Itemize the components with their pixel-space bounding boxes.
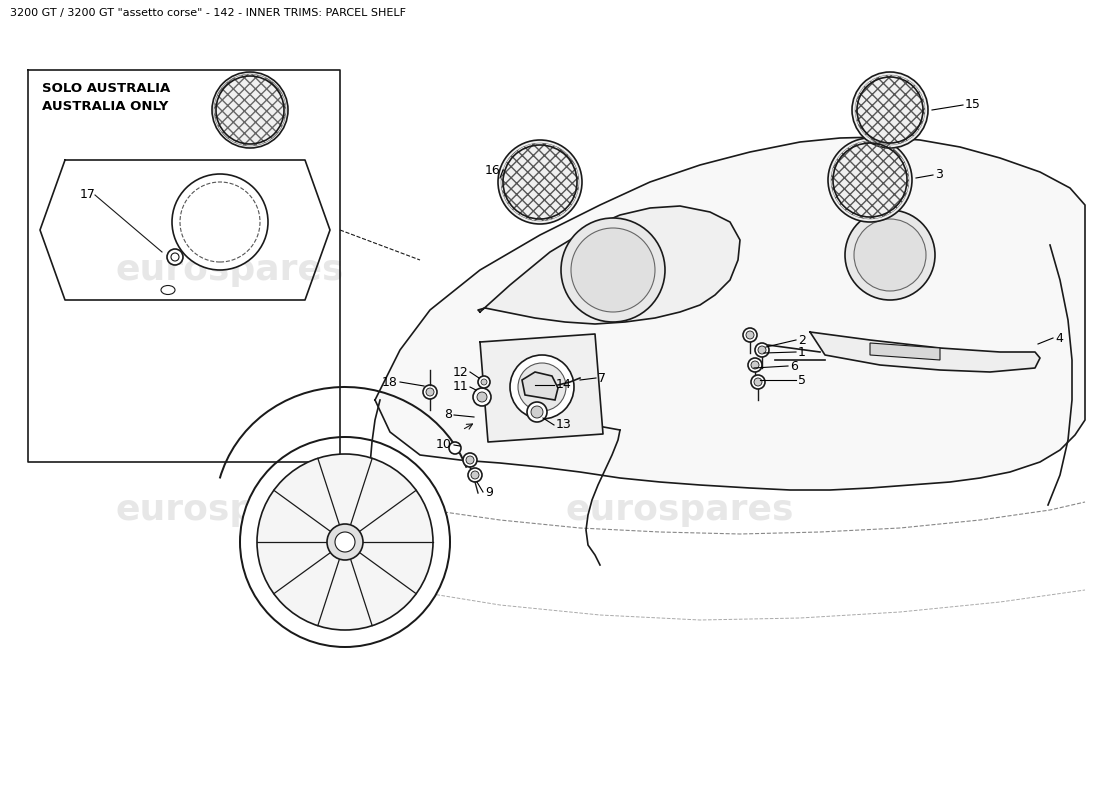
Circle shape (481, 379, 487, 385)
Circle shape (327, 524, 363, 560)
Circle shape (828, 138, 912, 222)
Text: 4: 4 (1055, 331, 1063, 345)
Circle shape (466, 456, 474, 464)
Text: 17: 17 (80, 189, 96, 202)
Circle shape (518, 363, 567, 411)
Circle shape (478, 376, 490, 388)
Circle shape (854, 219, 926, 291)
Circle shape (571, 228, 654, 312)
Circle shape (336, 532, 355, 552)
Text: eurospares: eurospares (116, 493, 344, 527)
Polygon shape (478, 206, 740, 324)
Text: 5: 5 (798, 374, 806, 386)
Circle shape (527, 402, 547, 422)
Polygon shape (810, 332, 1040, 372)
Text: 16: 16 (484, 163, 500, 177)
Text: 13: 13 (556, 418, 572, 431)
Circle shape (424, 385, 437, 399)
Circle shape (746, 331, 754, 339)
Circle shape (257, 454, 433, 630)
Circle shape (754, 378, 762, 386)
Circle shape (240, 437, 450, 647)
Circle shape (468, 468, 482, 482)
Circle shape (758, 346, 766, 354)
Circle shape (751, 375, 764, 389)
Circle shape (845, 210, 935, 300)
Text: 7: 7 (598, 371, 606, 385)
Polygon shape (375, 137, 1085, 490)
Text: eurospares: eurospares (116, 253, 344, 287)
Ellipse shape (161, 286, 175, 294)
Circle shape (172, 174, 268, 270)
Text: 2: 2 (798, 334, 806, 346)
Text: 3200 GT / 3200 GT "assetto corse" - 142 - INNER TRIMS: PARCEL SHELF: 3200 GT / 3200 GT "assetto corse" - 142 … (10, 8, 406, 18)
Text: 15: 15 (965, 98, 981, 111)
Text: 11: 11 (452, 381, 468, 394)
Circle shape (561, 218, 666, 322)
Circle shape (471, 471, 478, 479)
Text: 10: 10 (436, 438, 452, 451)
Text: SOLO AUSTRALIA: SOLO AUSTRALIA (42, 82, 170, 95)
Text: 3: 3 (935, 169, 943, 182)
Circle shape (426, 388, 434, 396)
Polygon shape (870, 343, 940, 360)
Polygon shape (522, 372, 558, 400)
Circle shape (473, 388, 491, 406)
Circle shape (742, 328, 757, 342)
Circle shape (531, 406, 543, 418)
Text: eurospares: eurospares (565, 493, 794, 527)
Text: 8: 8 (444, 409, 452, 422)
Circle shape (212, 72, 288, 148)
Text: 14: 14 (556, 378, 572, 391)
Circle shape (751, 361, 759, 369)
Text: AUSTRALIA ONLY: AUSTRALIA ONLY (42, 100, 168, 113)
Text: 12: 12 (452, 366, 468, 378)
Polygon shape (480, 334, 603, 442)
Circle shape (510, 355, 574, 419)
Circle shape (748, 358, 762, 372)
Circle shape (449, 442, 461, 454)
Circle shape (498, 140, 582, 224)
Circle shape (167, 249, 183, 265)
Text: 1: 1 (798, 346, 806, 358)
Text: 9: 9 (485, 486, 493, 498)
Text: 18: 18 (382, 375, 398, 389)
Circle shape (755, 343, 769, 357)
Circle shape (477, 392, 487, 402)
Circle shape (463, 453, 477, 467)
Circle shape (852, 72, 928, 148)
Text: eurospares: eurospares (565, 253, 794, 287)
Text: 6: 6 (790, 359, 798, 373)
